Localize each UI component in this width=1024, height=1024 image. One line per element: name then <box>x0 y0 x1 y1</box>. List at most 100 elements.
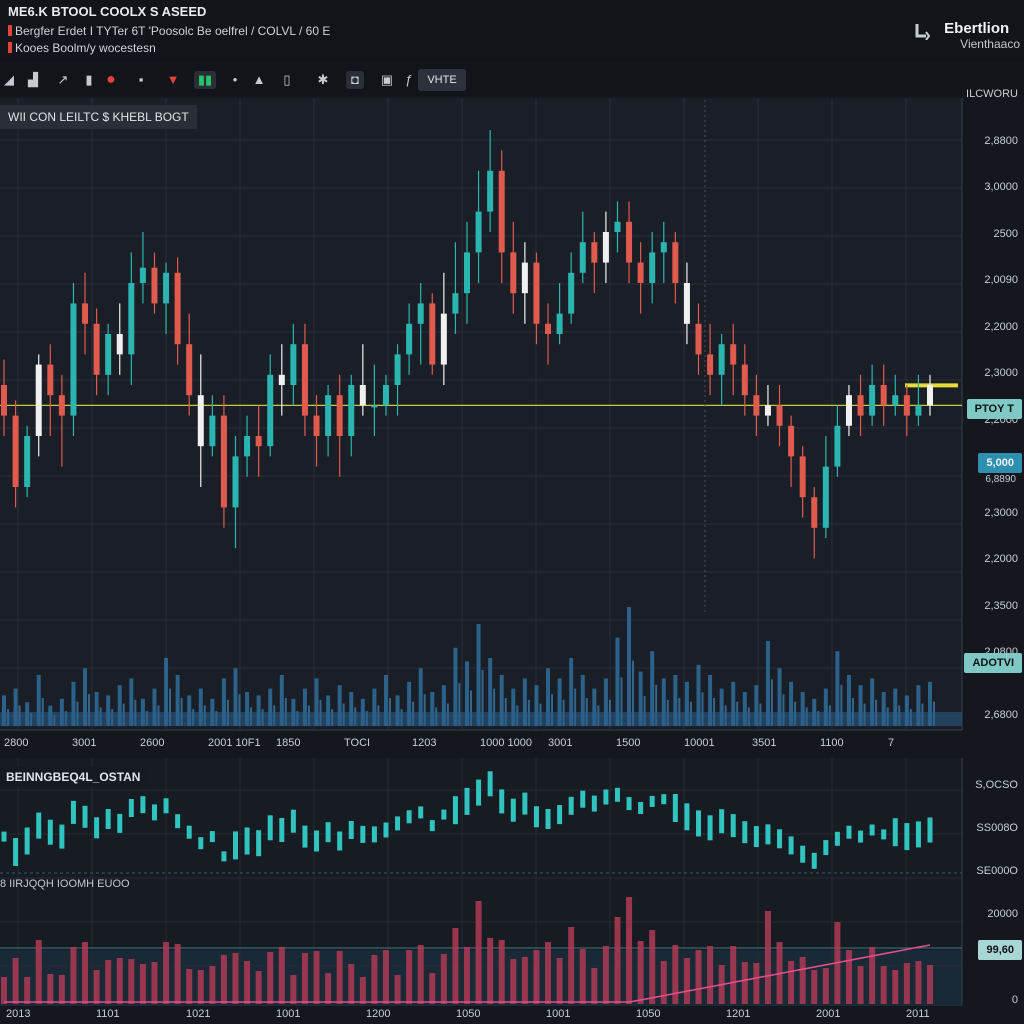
osc-bar <box>846 825 852 839</box>
osc-bar <box>1 831 7 842</box>
fx-icon[interactable]: ƒ <box>405 72 413 87</box>
hist-bar <box>267 952 274 1004</box>
hist-bar <box>637 941 644 1004</box>
volume-bar-thin <box>840 684 843 726</box>
hist-bar <box>174 944 181 1004</box>
cursor-icon[interactable]: ▪ <box>138 72 144 87</box>
osc-bar <box>325 822 331 843</box>
bar-icon[interactable]: ▟ <box>28 72 38 87</box>
hist-bar <box>857 966 864 1004</box>
volume-bar <box>2 695 6 726</box>
osc-bar <box>742 821 748 844</box>
star-icon[interactable]: ✱ <box>317 72 329 87</box>
bell-icon[interactable]: ▲ <box>252 72 266 87</box>
osc-bar <box>13 838 19 866</box>
candle-body <box>568 272 575 314</box>
candle-body <box>927 385 933 406</box>
interval-button[interactable]: VHTE <box>418 69 466 91</box>
candle-body <box>278 374 285 385</box>
layout-icon[interactable]: ▣ <box>380 72 394 87</box>
hist-bar <box>614 917 621 1004</box>
header-subtitle: Bergfer Erdet I TYTer 6T 'Poosolc Be oel… <box>8 24 330 38</box>
candle-body <box>417 303 424 324</box>
osc-bar <box>638 802 644 814</box>
candle-body <box>591 242 598 263</box>
header-line-3-wrap: Kooes Boolm/y wocestesn <box>8 41 156 55</box>
candle-body <box>12 415 19 487</box>
osc-bar <box>175 814 181 829</box>
candle-body <box>764 405 771 416</box>
last-price-tag: 5,000 <box>978 453 1022 473</box>
candle-body <box>533 262 540 324</box>
osc-bar <box>383 822 389 838</box>
osc-bar <box>47 819 53 845</box>
hist-bar <box>707 946 714 1004</box>
hist-bar <box>58 975 65 1004</box>
camera-icon[interactable]: ◘ <box>346 71 364 89</box>
volume-bar <box>557 678 562 726</box>
osc-bar <box>59 824 65 849</box>
chart-title: ME6.K BTOOL COOLX S ASEED <box>8 4 207 19</box>
chart-icon[interactable]: ◢ <box>4 72 14 87</box>
dot-icon[interactable]: • <box>232 72 238 87</box>
candle-body <box>730 344 737 365</box>
volume-bar <box>870 678 875 726</box>
volume-bar <box>627 607 632 726</box>
record-icon[interactable]: ● <box>106 71 116 88</box>
osc-bar <box>209 831 215 843</box>
osc-bar <box>672 794 678 822</box>
volume-bar <box>221 678 226 726</box>
osc-bar <box>765 824 771 845</box>
osc-bar <box>256 830 262 857</box>
sub-x-tick: 1101 <box>96 1008 120 1020</box>
volume-bar-thin <box>284 697 287 726</box>
osc-bar <box>904 823 910 851</box>
hist-bar <box>244 961 251 1004</box>
osc-bar <box>94 817 100 839</box>
candle-body <box>683 283 690 324</box>
volume-bar <box>256 695 261 726</box>
volume-bar <box>233 668 238 726</box>
volume-bar <box>789 681 794 726</box>
y-tick: 2,3000 <box>984 367 1018 379</box>
bars-icon[interactable]: ▮ <box>85 72 93 87</box>
osc-bar <box>151 804 157 821</box>
osc-bar <box>614 787 620 802</box>
volume-bar <box>83 668 88 726</box>
candle-body <box>93 323 100 375</box>
osc-bar <box>811 852 817 869</box>
osc-bar <box>418 806 424 819</box>
candle-body <box>498 170 505 253</box>
volume-bar <box>511 688 516 726</box>
trash-icon[interactable]: ▯ <box>283 72 291 87</box>
volume-bar-thin <box>238 694 241 726</box>
osc-bar <box>915 821 921 848</box>
volume-bar <box>580 675 585 726</box>
candle-body <box>348 385 355 436</box>
volume-bar <box>268 688 273 726</box>
hist-bar <box>429 973 436 1004</box>
volume-base <box>0 712 962 726</box>
candle-body <box>649 252 656 283</box>
sub-x-tick: 2001 <box>816 1008 841 1020</box>
hist-bar <box>822 968 829 1004</box>
volume-bar <box>696 664 701 726</box>
x-tick: 1000 1000 <box>480 737 532 749</box>
volume-bar-thin <box>180 697 183 726</box>
pencil-icon[interactable]: ↗ <box>57 72 69 87</box>
signal-line <box>4 944 931 1003</box>
osc-bar <box>788 836 794 855</box>
volume-bar <box>522 678 527 726</box>
candle-body <box>371 405 378 408</box>
candles-icon[interactable]: ▮▮ <box>194 71 216 89</box>
osc-bar <box>591 795 597 812</box>
candle-body <box>58 395 65 416</box>
osc-bar <box>510 798 516 822</box>
flag-icon[interactable]: ▼ <box>166 72 180 87</box>
osc-bar <box>892 818 898 847</box>
volume-bar-thin <box>620 677 623 726</box>
volume-bar <box>603 678 608 726</box>
sub-x-tick: 1050 <box>636 1008 661 1020</box>
volume-bar <box>407 681 412 726</box>
candle-body <box>70 303 77 416</box>
